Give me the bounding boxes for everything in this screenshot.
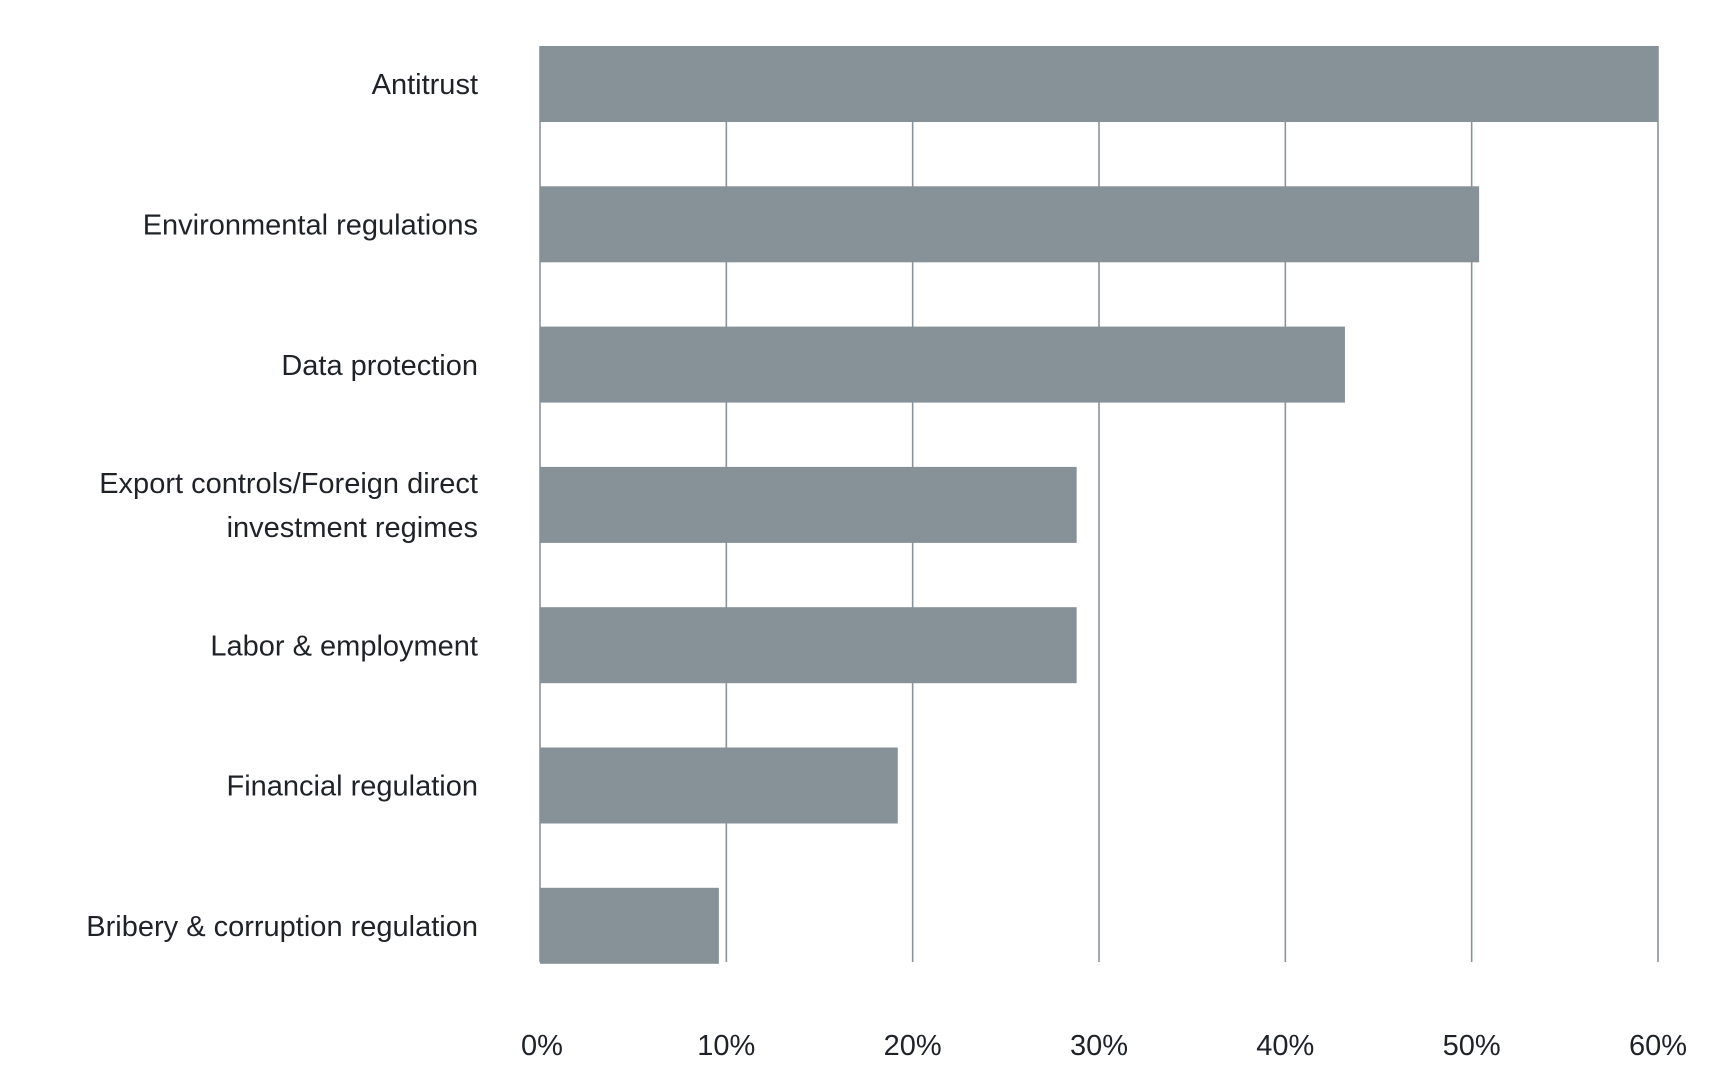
bar-labor-employment bbox=[540, 607, 1077, 684]
bar-bribery-corruption-regulation bbox=[540, 887, 719, 964]
category-label: Labor & employment bbox=[210, 630, 478, 662]
x-tick-label: 40% bbox=[1256, 1030, 1314, 1062]
bar-antitrust bbox=[540, 46, 1658, 122]
category-label: Environmental regulations bbox=[143, 209, 478, 241]
category-label-line: Data protection bbox=[281, 350, 478, 382]
category-label: Data protection bbox=[281, 350, 478, 382]
category-label-line: Labor & employment bbox=[210, 630, 478, 662]
x-tick-label: 60% bbox=[1629, 1030, 1687, 1062]
category-label-line: Antitrust bbox=[372, 69, 478, 101]
category-label-line: investment regimes bbox=[227, 512, 478, 544]
bar-environmental-regulations bbox=[540, 186, 1480, 263]
bar-financial-regulation bbox=[540, 747, 898, 824]
x-tick-label: 50% bbox=[1443, 1030, 1501, 1062]
category-label-line: Financial regulation bbox=[227, 771, 478, 803]
x-tick-label: 20% bbox=[884, 1030, 942, 1062]
category-label-line: Bribery & corruption regulation bbox=[86, 911, 478, 943]
category-label-line: Environmental regulations bbox=[143, 209, 478, 241]
category-label: Bribery & corruption regulation bbox=[86, 911, 478, 943]
category-labels: Antitrust Environmental regulations Data p… bbox=[86, 69, 478, 943]
category-label: Export controls/Foreign direct investment… bbox=[99, 468, 478, 544]
x-tick-label: 10% bbox=[697, 1030, 755, 1062]
x-tick-label: 30% bbox=[1070, 1030, 1128, 1062]
category-label: Antitrust bbox=[372, 69, 478, 101]
bar-data-protection bbox=[540, 326, 1345, 403]
x-axis-tick-labels: 0% 10% 20% 30% 40% 50% 60% bbox=[521, 1030, 1687, 1062]
x-tick-label: 0% bbox=[521, 1030, 563, 1062]
bars bbox=[540, 46, 1658, 964]
category-label: Financial regulation bbox=[227, 771, 478, 803]
bar-export-controls-foreign-direct-investment-regimes bbox=[540, 466, 1077, 543]
category-label-line: Export controls/Foreign direct bbox=[99, 468, 478, 500]
